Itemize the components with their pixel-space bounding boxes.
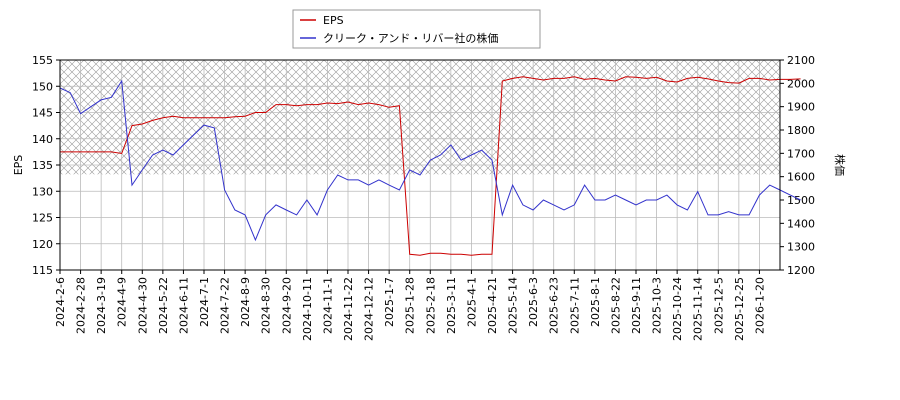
x-tick-label: 2025-2-18: [424, 277, 437, 334]
x-tick-label: 2024-3-19: [95, 277, 108, 334]
y2-tick-label: 1400: [787, 217, 815, 230]
x-tick-label: 2025-4-21: [486, 277, 499, 334]
x-tick-label: 2025-8-22: [609, 277, 622, 334]
y-tick-label: 135: [32, 159, 53, 172]
x-tick-label: 2024-9-20: [280, 277, 293, 334]
x-tick-label: 2024-12-12: [363, 277, 376, 341]
x-tick-label: 2026-1-20: [753, 277, 766, 334]
x-tick-label: 2025-1-28: [404, 277, 417, 334]
x-tick-label: 2024-7-1: [198, 277, 211, 327]
x-tick-label: 2024-11-22: [342, 277, 355, 341]
y2-tick-label: 1200: [787, 264, 815, 277]
x-tick-label: 2025-10-3: [651, 277, 664, 334]
x-tick-label: 2024-11-1: [321, 277, 334, 334]
x-tick-label: 2025-11-14: [692, 277, 705, 341]
legend: EPS クリーク・アンド・リバー社の株価: [292, 9, 541, 49]
y-tick-label: 150: [32, 80, 53, 93]
y2-tick-label: 1900: [787, 101, 815, 114]
x-tick-label: 2024-6-11: [177, 277, 190, 334]
y2-tick-label: 2100: [787, 54, 815, 67]
legend-box: [292, 9, 541, 49]
y-tick-label: 115: [32, 264, 53, 277]
x-tick-label: 2025-3-11: [445, 277, 458, 334]
y-tick-label: 130: [32, 185, 53, 198]
y2-tick-label: 1800: [787, 124, 815, 137]
y-tick-label: 140: [32, 133, 53, 146]
x-tick-label: 2024-10-11: [301, 277, 314, 341]
x-tick-label: 2025-6-23: [548, 277, 561, 334]
x-tick-label: 2024-2-28: [75, 277, 88, 334]
x-tick-label: 2024-8-9: [239, 277, 252, 327]
y2-tick-label: 2000: [787, 77, 815, 90]
y2-tick-label: 1600: [787, 171, 815, 184]
plot-frame: [59, 59, 781, 271]
x-tick-label: 2024-4-9: [116, 277, 129, 327]
y2-axis-label: 株価: [833, 154, 847, 176]
x-tick-label: 2024-5-22: [157, 277, 170, 334]
x-tick-label: 2025-9-11: [630, 277, 643, 334]
x-tick-label: 2024-2-6: [54, 277, 67, 327]
series-line: [60, 76, 801, 256]
x-tick-label: 2025-5-14: [507, 277, 520, 334]
x-tick-label: 2025-1-7: [383, 277, 396, 327]
legend-label: EPS: [323, 14, 344, 27]
y-tick-label: 145: [32, 107, 53, 120]
x-tick-label: 2025-10-24: [671, 277, 684, 341]
x-tick-label: 2024-4-30: [136, 277, 149, 334]
x-tick-label: 2025-6-3: [527, 277, 540, 327]
series-line: [59, 79, 801, 242]
x-tick-label: 2025-12-25: [733, 277, 746, 341]
y2-tick-label: 1300: [787, 241, 815, 254]
x-tick-label: 2024-7-22: [219, 277, 232, 334]
y-axis-label: EPS: [12, 155, 25, 176]
y-tick-label: 125: [32, 212, 53, 225]
x-tick-label: 2025-8-1: [589, 277, 602, 327]
x-tick-label: 2025-12-5: [712, 277, 725, 334]
x-tick-label: 2024-8-30: [260, 277, 273, 334]
x-tick-label: 2025-7-11: [568, 277, 581, 334]
legend-label: クリーク・アンド・リバー社の株価: [323, 31, 498, 45]
y-tick-label: 120: [32, 238, 53, 251]
y2-tick-label: 1700: [787, 147, 815, 160]
y-tick-label: 155: [32, 54, 53, 67]
x-tick-label: 2025-4-1: [465, 277, 478, 327]
